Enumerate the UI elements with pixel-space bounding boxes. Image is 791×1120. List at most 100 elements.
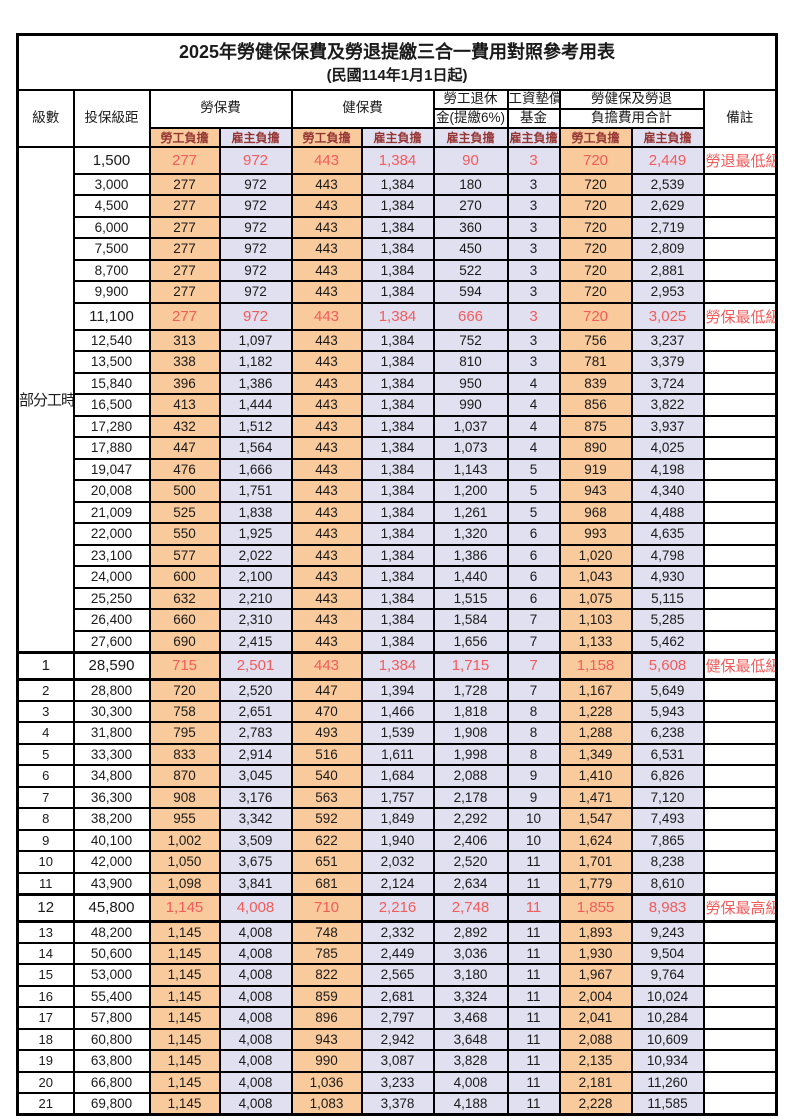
subheader-pension-employer: 雇主負擔 — [432, 126, 509, 148]
remark-cell — [702, 850, 778, 874]
value-cell: 1,684 — [360, 764, 435, 788]
value-cell: 443 — [290, 500, 363, 524]
value-cell: 1,145 — [148, 1070, 221, 1094]
value-cell: 476 — [148, 457, 221, 481]
value-cell: 4,635 — [630, 522, 705, 546]
value-cell: 11 — [506, 850, 561, 874]
value-cell: 1,384 — [360, 565, 435, 589]
remark-cell — [702, 393, 778, 417]
value-cell: 443 — [290, 371, 363, 395]
bracket-cell: 26,400 — [72, 608, 151, 632]
col-header-health-insurance: 健保費 — [290, 88, 435, 129]
value-cell: 1,384 — [360, 650, 435, 681]
value-cell: 1,967 — [558, 963, 633, 987]
value-cell: 4,930 — [630, 565, 705, 589]
value-cell: 3 — [506, 194, 561, 218]
value-cell: 715 — [148, 650, 221, 681]
value-cell: 1,998 — [432, 742, 509, 766]
value-cell: 1,143 — [432, 457, 509, 481]
value-cell: 2,881 — [630, 258, 705, 282]
value-cell: 443 — [290, 565, 363, 589]
value-cell: 950 — [432, 371, 509, 395]
table-row: 9 40,100 1,002 3,509 622 1,940 2,406 10 1,624 7,8… — [16, 828, 778, 852]
value-cell: 1,145 — [148, 1049, 221, 1073]
value-cell: 4,798 — [630, 543, 705, 567]
bracket-cell: 22,000 — [72, 522, 151, 546]
value-cell: 443 — [290, 650, 363, 681]
value-cell: 972 — [218, 215, 293, 239]
bracket-cell: 27,600 — [72, 629, 151, 653]
remark-cell — [702, 258, 778, 282]
value-cell: 2,228 — [558, 1092, 633, 1116]
value-cell: 856 — [558, 393, 633, 417]
value-cell: 3,342 — [218, 807, 293, 831]
remark-cell: 勞退最低級距 — [702, 145, 778, 175]
value-cell: 7 — [506, 678, 561, 702]
level-cell: 17 — [16, 1006, 75, 1030]
value-cell: 4,025 — [630, 436, 705, 460]
value-cell: 2,022 — [218, 543, 293, 567]
value-cell: 1,384 — [360, 301, 435, 331]
col-header-fund-line1: 工資墊償 — [506, 88, 561, 110]
bracket-cell: 63,800 — [72, 1049, 151, 1073]
remark-cell: 勞保最低級距 — [702, 301, 778, 331]
value-cell: 972 — [218, 258, 293, 282]
remark-cell — [702, 678, 778, 702]
remark-cell — [702, 280, 778, 304]
value-cell: 2,634 — [432, 871, 509, 895]
bracket-cell: 23,100 — [72, 543, 151, 567]
bracket-cell: 17,280 — [72, 414, 151, 438]
value-cell: 1,020 — [558, 543, 633, 567]
table-row: 16,500 413 1,444 443 1,384 990 4 856 3,822 — [18, 393, 778, 417]
table-row: 15,840 396 1,386 443 1,384 950 4 839 3,724 — [18, 371, 778, 395]
table-row: 19 63,800 1,145 4,008 990 3,087 3,828 11 2,135 10… — [16, 1049, 778, 1073]
value-cell: 972 — [218, 194, 293, 218]
value-cell: 493 — [290, 721, 363, 745]
value-cell: 3,087 — [360, 1049, 435, 1073]
value-cell: 3,025 — [630, 301, 705, 331]
value-cell: 1,539 — [360, 721, 435, 745]
value-cell: 360 — [432, 215, 509, 239]
value-cell: 3,180 — [432, 963, 509, 987]
value-cell: 1,849 — [360, 807, 435, 831]
table-row: 20,008 500 1,751 443 1,384 1,200 5 943 4,340 — [18, 479, 778, 503]
value-cell: 1,384 — [360, 586, 435, 610]
table-row: 21,009 525 1,838 443 1,384 1,261 5 968 4,488 — [18, 500, 778, 524]
table-row: 23,100 577 2,022 443 1,384 1,386 6 1,020 4,798 — [18, 543, 778, 567]
value-cell: 11 — [506, 1006, 561, 1030]
bracket-cell: 16,500 — [72, 393, 151, 417]
value-cell: 9 — [506, 764, 561, 788]
value-cell: 6 — [506, 522, 561, 546]
value-cell: 2,406 — [432, 828, 509, 852]
remark-cell — [702, 414, 778, 438]
value-cell: 3,841 — [218, 871, 293, 895]
value-cell: 720 — [558, 215, 633, 239]
level-cell: 21 — [16, 1092, 75, 1116]
value-cell: 1,908 — [432, 721, 509, 745]
table-row: 16 55,400 1,145 4,008 859 2,681 3,324 11 2,004 10… — [16, 984, 778, 1008]
value-cell: 5,943 — [630, 699, 705, 723]
header-row-main2: 金(提繳6%) 基金 負擔費用合計 — [18, 107, 777, 129]
value-cell: 4,008 — [218, 1006, 293, 1030]
value-cell: 710 — [290, 892, 363, 923]
bracket-cell: 50,600 — [72, 941, 151, 965]
value-cell: 1,145 — [148, 920, 221, 944]
value-cell: 1,751 — [218, 479, 293, 503]
value-cell: 1,037 — [432, 414, 509, 438]
value-cell: 10 — [506, 807, 561, 831]
value-cell: 443 — [290, 172, 363, 196]
value-cell: 720 — [558, 301, 633, 331]
value-cell: 1,097 — [218, 328, 293, 352]
value-cell: 3,324 — [432, 984, 509, 1008]
value-cell: 1,564 — [218, 436, 293, 460]
remark-cell — [702, 328, 778, 352]
value-cell: 7 — [506, 650, 561, 681]
table-row: 13,500 338 1,182 443 1,384 810 3 781 3,379 — [18, 350, 778, 374]
value-cell: 1,167 — [558, 678, 633, 702]
value-cell: 9,504 — [630, 941, 705, 965]
col-header-fund-line2: 基金 — [506, 107, 561, 129]
value-cell: 9 — [506, 785, 561, 809]
value-cell: 443 — [290, 586, 363, 610]
